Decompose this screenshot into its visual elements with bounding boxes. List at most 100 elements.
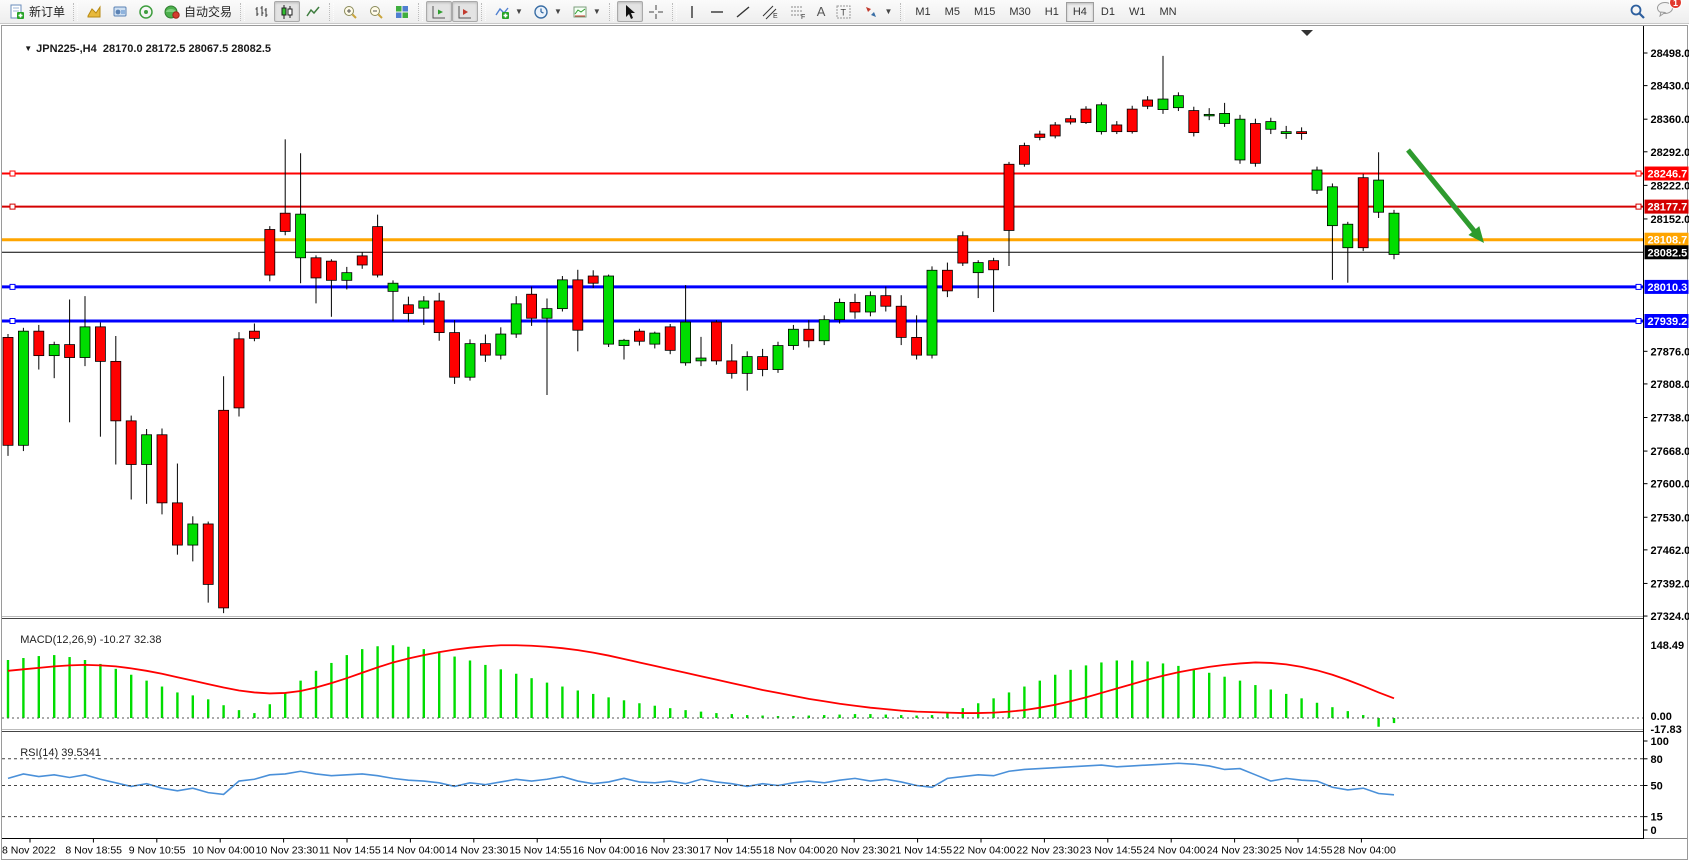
clock-icon: [534, 4, 548, 19]
vertical-line-tool-button[interactable]: [680, 1, 704, 22]
macd-signal-line: [7, 644, 1395, 714]
text-label-tool-button[interactable]: T: [830, 1, 858, 22]
svg-text:T: T: [841, 7, 847, 17]
candle: [895, 305, 907, 338]
candle: [387, 282, 399, 292]
charts-button[interactable]: [81, 1, 107, 22]
timeframe-button-h1[interactable]: H1: [1044, 5, 1059, 18]
horizontal-line-tool-button[interactable]: [704, 1, 730, 22]
candle: [757, 356, 768, 370]
time-axis[interactable]: [2, 839, 1687, 860]
level-price-badge: [1644, 245, 1689, 260]
candlestick-chart-button[interactable]: [274, 1, 301, 22]
level-line-handle[interactable]: [1635, 170, 1642, 177]
level-line-handle[interactable]: [9, 318, 16, 325]
notifications-button[interactable]: 1: [1656, 0, 1682, 22]
autotrade-button[interactable]: 自动交易: [159, 1, 237, 22]
chart-canvas: 28498.0 28430.0 28360.0 28292.0 28222.0 28152…: [0, 24, 1689, 861]
horizontal-line-icon: [710, 10, 723, 13]
candle: [1265, 121, 1277, 130]
candle: [1096, 104, 1107, 133]
market-watch-button[interactable]: [107, 1, 133, 22]
rsi-scale-label: 50: [1651, 781, 1663, 793]
candle: [1327, 186, 1338, 227]
channel-tool-button[interactable]: E: [756, 1, 784, 22]
candle: [1049, 124, 1061, 137]
templates-button[interactable]: ▼: [567, 1, 606, 22]
timeframe-button-mn[interactable]: MN: [1159, 5, 1177, 18]
timeframe-button-m30[interactable]: M30: [1009, 5, 1031, 18]
candle: [603, 275, 614, 345]
level-line-handle[interactable]: [9, 170, 16, 177]
charts-icon: [87, 4, 101, 17]
chart-shift-marker[interactable]: [1301, 30, 1313, 36]
macd-zero-label: 0.00: [1651, 711, 1672, 723]
svg-text:F: F: [801, 14, 805, 20]
chart-shift-button[interactable]: [452, 1, 479, 22]
candle: [372, 226, 384, 276]
chart-dropdown-icon[interactable]: ▼: [24, 44, 33, 53]
timeframe-button-w1[interactable]: W1: [1128, 5, 1146, 18]
candle: [541, 308, 553, 319]
tile-windows-button[interactable]: [389, 1, 415, 22]
candle: [1173, 95, 1184, 109]
level-price-badge: [1644, 199, 1689, 214]
time-axis-label: 20 Nov 23:30: [826, 845, 889, 857]
rsi-scale-label: 15: [1651, 812, 1663, 824]
candle: [1111, 124, 1123, 133]
arrows-tool-button[interactable]: ▼: [858, 1, 897, 22]
candle: [449, 332, 461, 378]
candle: [741, 356, 753, 374]
auto-scroll-icon: [432, 5, 446, 18]
candle: [1357, 177, 1369, 249]
candle: [695, 357, 707, 362]
level-line-handle[interactable]: [9, 203, 16, 210]
macd-values: -10.27 32.38: [99, 633, 162, 646]
bar-chart-button[interactable]: [248, 1, 274, 22]
line-chart-button[interactable]: [300, 1, 326, 22]
timeframe-button-m15[interactable]: M15: [973, 5, 996, 18]
trendline-tool-button[interactable]: [730, 1, 756, 22]
candle: [711, 321, 722, 362]
candlestick-chart-icon: [281, 4, 293, 19]
timeframe-button-h4[interactable]: H4: [1065, 1, 1094, 22]
candle: [79, 326, 91, 358]
periods-button[interactable]: ▼: [528, 1, 567, 22]
text-tool-button[interactable]: A: [812, 1, 831, 22]
candle: [880, 295, 892, 307]
new-order-button[interactable]: 新订单: [4, 1, 70, 22]
trend-arrow-annotation[interactable]: [1406, 148, 1480, 237]
time-axis-label: 14 Nov 04:00: [382, 845, 445, 857]
search-icon[interactable]: [1629, 3, 1646, 20]
time-axis-label: 9 Nov 10:55: [129, 845, 186, 857]
price-tick-label: 27738.0: [1651, 412, 1689, 424]
candle: [1203, 113, 1215, 117]
candle: [464, 343, 476, 378]
auto-scroll-button[interactable]: [426, 1, 453, 22]
chart-background: [0, 24, 1689, 861]
timeframe-button-m5[interactable]: M5: [944, 5, 960, 18]
price-axis[interactable]: [1643, 26, 1688, 839]
navigator-button[interactable]: [133, 1, 159, 22]
timeframe-button-m1[interactable]: M1: [915, 5, 931, 18]
level-line-handle[interactable]: [1635, 283, 1642, 290]
timeframe-button-d1[interactable]: D1: [1100, 5, 1115, 18]
level-line-handle[interactable]: [1635, 203, 1642, 210]
candle: [1034, 133, 1046, 138]
crosshair-button[interactable]: [643, 1, 669, 22]
level-line-handle[interactable]: [9, 283, 16, 290]
toolbar-separator: [481, 2, 487, 21]
cursor-button[interactable]: [616, 1, 643, 22]
candle: [33, 330, 45, 357]
chart-window: 28498.0 28430.0 28360.0 28292.0 28222.0 28152…: [0, 24, 1689, 861]
fibonacci-tool-button[interactable]: F: [784, 1, 812, 22]
rsi-indicator-label: RSI(14) 39.5341: [8, 735, 101, 771]
timeframe-toolbar: M1 M5 M15 M30 H1 H4 D1 W1 MN: [908, 0, 1183, 24]
zoom-in-button[interactable]: [337, 1, 363, 22]
candle: [942, 269, 953, 292]
time-axis-label: 10 Nov 04:00: [192, 845, 255, 857]
level-line-handle[interactable]: [1635, 318, 1642, 325]
time-axis-label: 17 Nov 14:55: [699, 845, 762, 857]
indicators-button[interactable]: ▼: [489, 1, 528, 22]
zoom-out-button[interactable]: [363, 1, 389, 22]
